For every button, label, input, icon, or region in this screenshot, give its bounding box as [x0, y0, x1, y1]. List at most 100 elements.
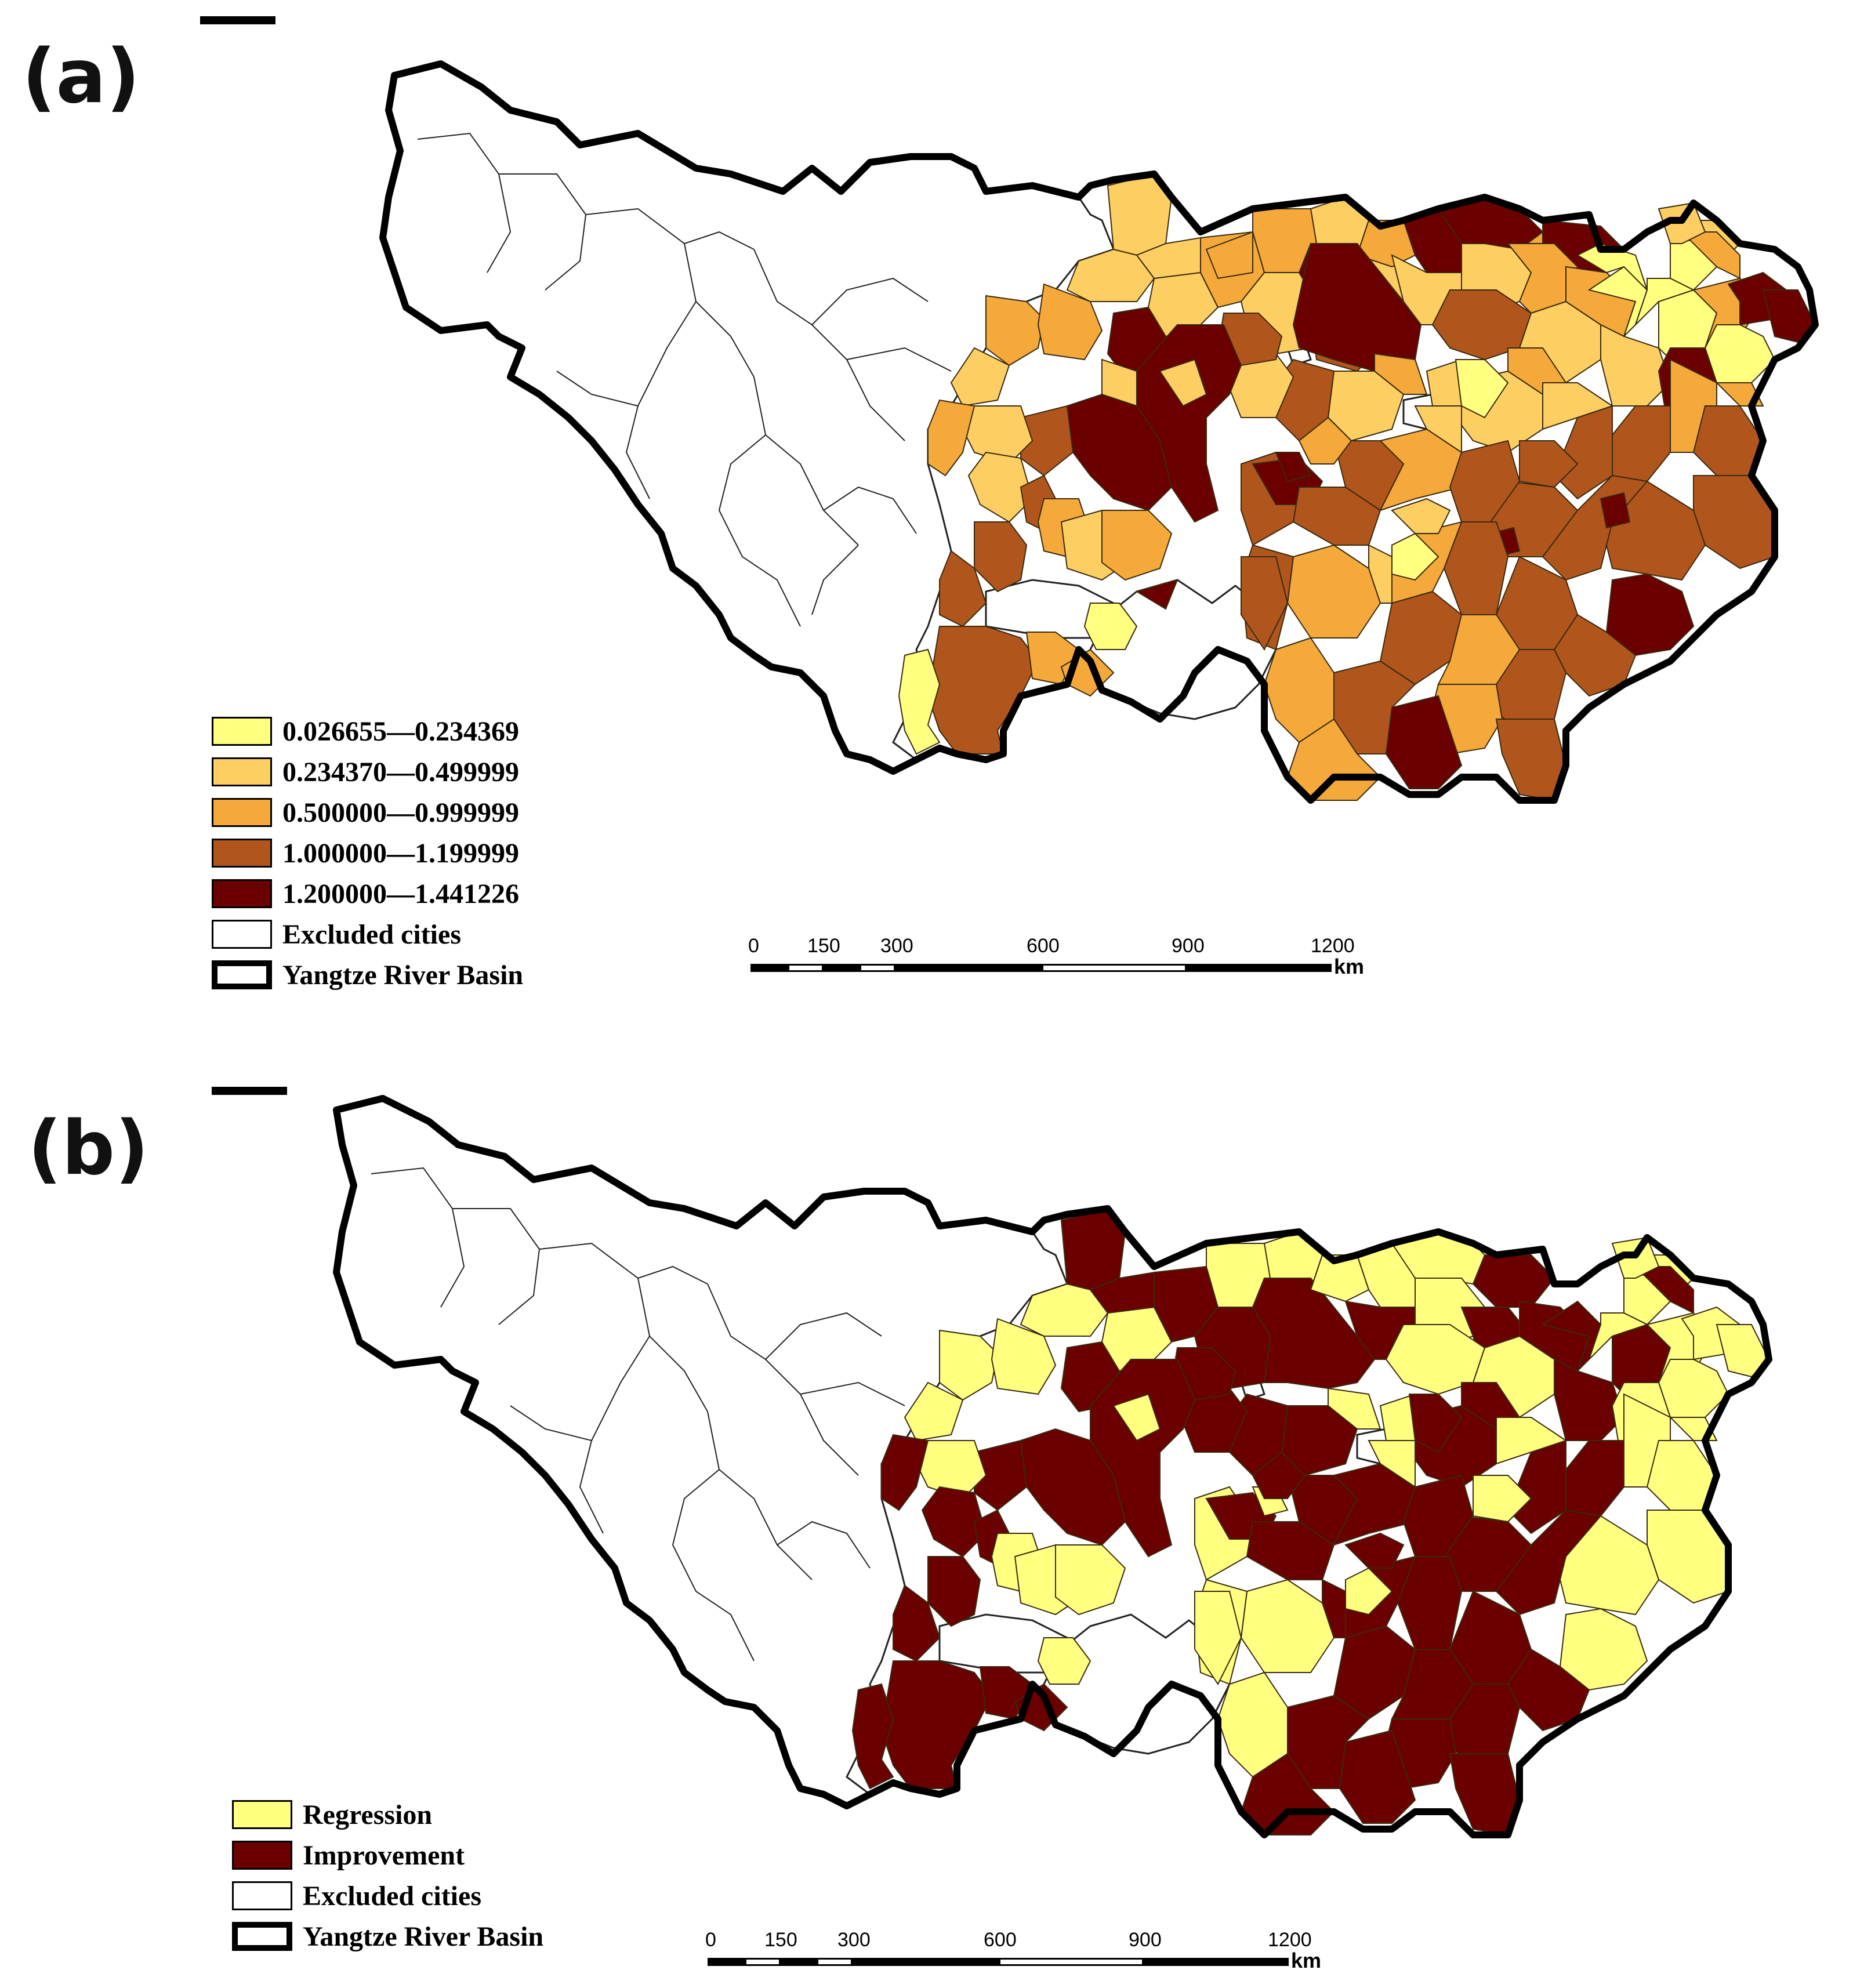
scale-tick-label: 600: [1027, 935, 1060, 957]
yangtze-basin-outline: [379, 60, 1819, 804]
city-regression: [939, 1329, 999, 1401]
legend-swatch: [212, 717, 272, 746]
city-c3: [1286, 544, 1381, 639]
map-a: [379, 60, 1819, 804]
city-improvement: [1408, 1394, 1463, 1453]
city-regression: [1368, 1440, 1416, 1488]
panel-a-marker: [200, 16, 275, 24]
legend-swatch: [232, 1800, 292, 1829]
city-improvement: [881, 1434, 929, 1511]
scale-tick-label: 300: [837, 1929, 871, 1951]
city-improvement: [1554, 1358, 1625, 1441]
city-regression: [1240, 1579, 1335, 1673]
scale-segment: [788, 964, 824, 972]
scale-segment: [851, 1958, 1000, 1966]
map-b: [333, 1095, 1772, 1838]
legend-item: Improvement: [232, 1835, 543, 1875]
legend-swatch: [232, 1841, 292, 1870]
legend-swatch: [212, 839, 272, 868]
scale-tick-label: 1200: [1311, 935, 1355, 957]
city-c1: [898, 648, 941, 755]
city-c4: [1612, 405, 1671, 483]
city-c3: [1374, 353, 1428, 395]
city-improvement: [1252, 1278, 1376, 1390]
scale-segment: [779, 1958, 818, 1966]
city-improvement: [1339, 1729, 1416, 1824]
city-c2: [1159, 358, 1207, 407]
city-regression: [1194, 1591, 1242, 1685]
city-c4: [974, 521, 1028, 593]
scale-segment: [894, 964, 1043, 972]
city-c3: [1205, 231, 1253, 280]
scale-segment: [708, 1958, 746, 1966]
scale-bar-b: 0 150 300 600 900 1200 km: [705, 1929, 1343, 1975]
legend-label: Excluded cities: [282, 919, 461, 950]
city-improvement: [1344, 1532, 1405, 1569]
city-improvement: [927, 1556, 981, 1627]
legend-item: Regression: [232, 1794, 543, 1835]
city-regression: [1020, 1283, 1109, 1337]
legend-item: 1.000000—1.199999: [212, 833, 523, 873]
scale-segment: [1042, 964, 1187, 972]
scale-tick-label: 600: [984, 1929, 1017, 1951]
city-improvement: [1565, 1440, 1624, 1517]
legend-label: 0.500000—0.999999: [282, 797, 519, 828]
city-regression: [1112, 1393, 1161, 1442]
city-c4: [927, 626, 1039, 754]
city-c3: [1101, 510, 1173, 581]
city-c1: [1391, 532, 1439, 581]
legend-swatch: [212, 798, 272, 827]
city-improvement: [1089, 1271, 1155, 1314]
legend-item: 1.200000—1.441226: [212, 873, 523, 914]
scale-tick-label: 150: [807, 935, 840, 957]
legend-label: 0.234370—0.499999: [282, 756, 519, 788]
legend-label: 1.200000—1.441226: [282, 878, 519, 909]
scale-tick-label: 900: [1129, 1929, 1162, 1951]
legend-item: 0.026655—0.234369: [212, 711, 523, 752]
city-regression: [1496, 1417, 1568, 1465]
city-c5: [1385, 695, 1463, 789]
legend-swatch: [212, 920, 272, 949]
city-c3: [985, 295, 1045, 367]
scale-segment: [1185, 964, 1332, 972]
scale-tick-label: 900: [1172, 935, 1205, 957]
city-regression: [1385, 1324, 1486, 1395]
city-improvement: [851, 1683, 894, 1790]
city-improvement: [1495, 1509, 1602, 1616]
city-c3: [1680, 231, 1740, 280]
city-regression: [991, 1318, 1057, 1395]
city-c2: [1066, 248, 1155, 302]
panel-b-marker: [212, 1087, 287, 1095]
city-regression: [1473, 1475, 1532, 1523]
scale-segment: [817, 1958, 853, 1966]
city-regression: [904, 1381, 964, 1442]
city-c2: [1542, 382, 1614, 430]
scale-segment: [745, 1958, 781, 1966]
scale-tick-label: 300: [880, 935, 913, 957]
legend-swatch: [212, 757, 272, 786]
city-c4: [1449, 440, 1521, 523]
city-c1: [1455, 359, 1509, 419]
scale-tick-label: 1200: [1268, 1929, 1312, 1951]
city-c2: [1101, 358, 1137, 407]
city-improvement: [1634, 1266, 1694, 1314]
city-c2: [1136, 237, 1201, 280]
legend-swatch: [232, 1881, 292, 1910]
city-improvement: [1472, 1254, 1555, 1308]
panel-a-label: (a): [22, 34, 140, 120]
city-c5: [1600, 492, 1631, 529]
legend-label: 0.026655—0.234369: [282, 716, 519, 747]
city-c2: [1600, 324, 1671, 407]
scale-segment: [860, 964, 895, 972]
legend-label: Excluded cities: [303, 1880, 481, 1911]
city-regression: [1345, 1567, 1393, 1616]
legend-item: Yangtze River Basin: [212, 955, 523, 995]
map-panel-a: (a): [22, 16, 1819, 995]
city-c2: [1391, 498, 1451, 534]
city-improvement: [880, 1660, 993, 1789]
city-c3: [1298, 416, 1352, 465]
legend-item: Excluded cities: [232, 1875, 543, 1916]
scale-unit: km: [1291, 1949, 1322, 1972]
city-improvement: [1252, 1451, 1306, 1499]
scale-unit: km: [1334, 955, 1365, 978]
